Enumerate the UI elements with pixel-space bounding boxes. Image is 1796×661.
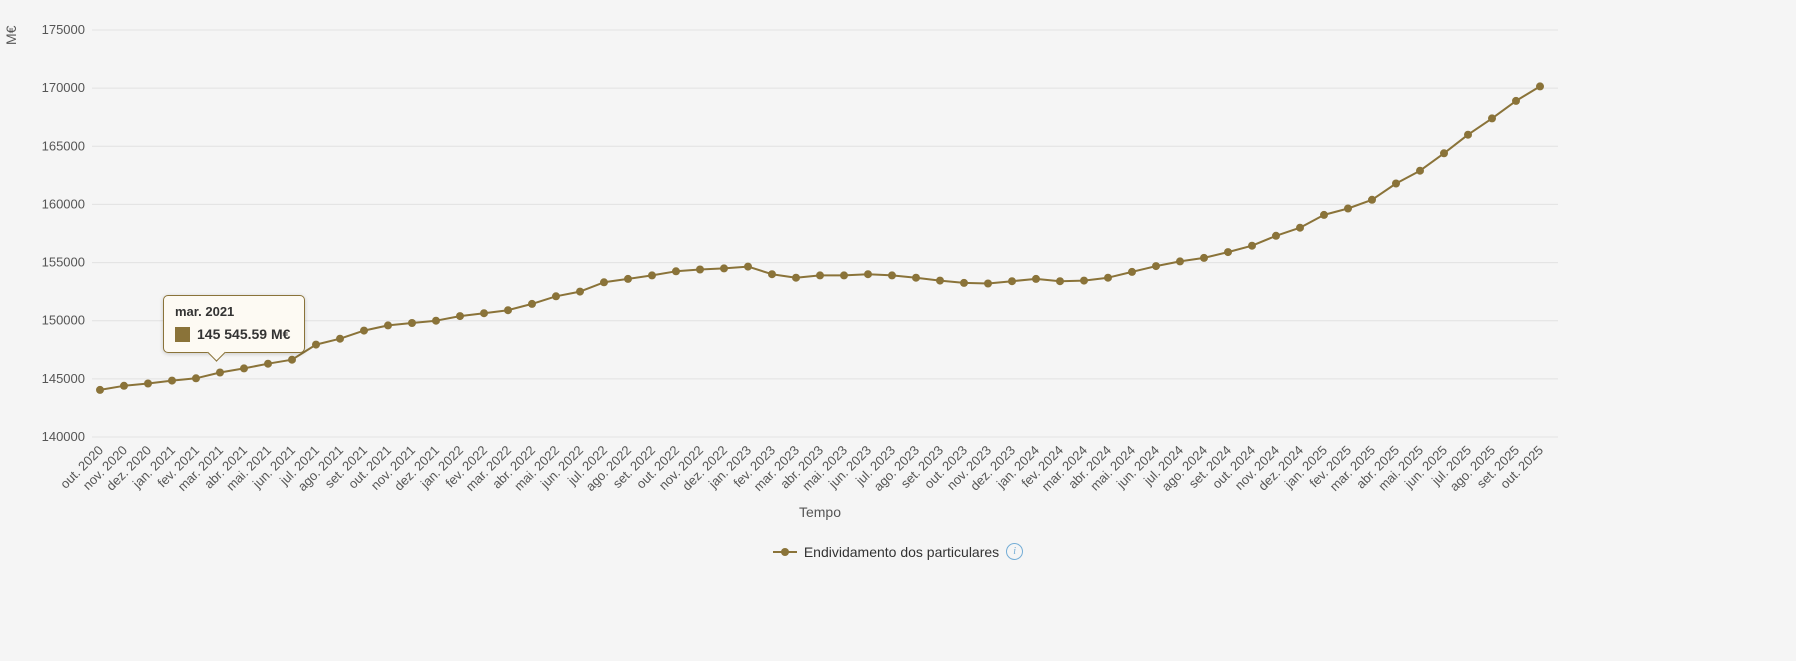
tooltip-title: mar. 2021 xyxy=(175,304,235,319)
y-tick-label: 175000 xyxy=(42,22,85,37)
data-point[interactable] xyxy=(552,292,560,301)
data-point[interactable] xyxy=(360,326,368,335)
data-point[interactable] xyxy=(528,299,536,308)
data-point[interactable] xyxy=(960,278,968,287)
y-tick-label: 160000 xyxy=(42,196,85,211)
data-point[interactable] xyxy=(1008,277,1016,286)
y-tick-label: 145000 xyxy=(42,371,85,386)
data-point[interactable] xyxy=(1512,96,1520,105)
data-point[interactable] xyxy=(696,265,704,274)
data-point[interactable] xyxy=(1176,257,1184,266)
data-point[interactable] xyxy=(936,276,944,285)
x-axis-title: Tempo xyxy=(799,504,841,520)
data-point[interactable] xyxy=(1344,204,1352,213)
data-point[interactable] xyxy=(744,262,752,271)
data-point[interactable] xyxy=(768,270,776,279)
data-point[interactable] xyxy=(1080,276,1088,285)
data-point[interactable] xyxy=(1488,114,1496,123)
data-point[interactable] xyxy=(1368,195,1376,204)
data-point[interactable] xyxy=(168,376,176,385)
series-swatch-icon xyxy=(175,326,190,342)
data-point[interactable] xyxy=(600,278,608,287)
data-point[interactable] xyxy=(864,270,872,279)
data-point[interactable] xyxy=(288,355,296,364)
y-tick-label: 150000 xyxy=(42,313,85,328)
data-point[interactable] xyxy=(840,271,848,280)
gridlines xyxy=(92,29,1558,438)
data-point[interactable] xyxy=(1392,179,1400,188)
legend-marker-icon xyxy=(772,546,797,558)
data-point[interactable] xyxy=(192,374,200,383)
data-point[interactable] xyxy=(912,273,920,282)
info-icon[interactable]: i xyxy=(1006,543,1024,560)
data-point[interactable] xyxy=(336,334,344,343)
data-point[interactable] xyxy=(1464,130,1472,139)
data-point[interactable] xyxy=(576,287,584,296)
data-point[interactable] xyxy=(1104,273,1112,282)
data-point[interactable] xyxy=(408,319,416,327)
line-chart: 140000 145000 150000 155000 160000 165000 1700… xyxy=(3,22,1558,520)
data-point[interactable] xyxy=(384,321,392,330)
tooltip-value: 145 545.59 M€ xyxy=(197,326,291,342)
y-axis-labels: 140000 145000 150000 155000 160000 165000 1700… xyxy=(42,22,85,444)
data-point[interactable] xyxy=(792,273,800,282)
legend-label: Endividamento dos particulares xyxy=(803,543,1000,560)
tooltip: mar. 2021 145 545.59 M€ xyxy=(163,295,306,362)
y-tick-label: 140000 xyxy=(42,429,85,444)
data-point[interactable] xyxy=(624,274,632,283)
legend-dot-icon xyxy=(780,547,789,556)
data-point[interactable] xyxy=(648,271,656,280)
data-point[interactable] xyxy=(1056,277,1064,286)
data-point[interactable] xyxy=(312,340,320,349)
data-point[interactable] xyxy=(1272,231,1280,240)
data-point[interactable] xyxy=(1536,82,1544,91)
data-point[interactable] xyxy=(432,316,440,325)
data-point[interactable] xyxy=(216,368,224,377)
data-point[interactable] xyxy=(1440,149,1448,158)
y-tick-label: 170000 xyxy=(42,80,85,95)
chart-canvas: 140000 145000 150000 155000 160000 165000 1700… xyxy=(3,22,1558,520)
legend: Endividamento dos particulares i xyxy=(0,543,1796,560)
data-point[interactable] xyxy=(1128,267,1136,276)
data-point[interactable] xyxy=(1200,253,1208,262)
data-point[interactable] xyxy=(720,264,728,273)
data-point[interactable] xyxy=(264,359,272,368)
tooltip-row: 145 545.59 M€ xyxy=(175,326,290,342)
data-point[interactable] xyxy=(1320,210,1328,219)
data-point[interactable] xyxy=(888,271,896,280)
data-point[interactable] xyxy=(480,309,488,318)
data-point[interactable] xyxy=(1152,262,1160,271)
y-tick-label: 165000 xyxy=(42,138,85,153)
data-point[interactable] xyxy=(1224,248,1232,257)
data-point[interactable] xyxy=(456,312,464,321)
data-point[interactable] xyxy=(240,364,248,373)
legend-item[interactable]: Endividamento dos particulares i xyxy=(772,543,1024,560)
data-point[interactable] xyxy=(1296,223,1304,232)
data-point[interactable] xyxy=(1248,241,1256,250)
data-point[interactable] xyxy=(144,379,152,388)
data-point[interactable] xyxy=(816,271,824,280)
data-point[interactable] xyxy=(672,267,680,276)
data-point[interactable] xyxy=(1416,166,1424,175)
data-point[interactable] xyxy=(96,385,104,394)
data-point[interactable] xyxy=(120,381,128,390)
y-tick-label: 155000 xyxy=(42,255,85,270)
series-group xyxy=(96,82,1544,394)
y-axis-title: M€ xyxy=(3,25,19,45)
data-point[interactable] xyxy=(504,306,512,315)
data-point[interactable] xyxy=(984,279,992,288)
data-point[interactable] xyxy=(1032,274,1040,283)
